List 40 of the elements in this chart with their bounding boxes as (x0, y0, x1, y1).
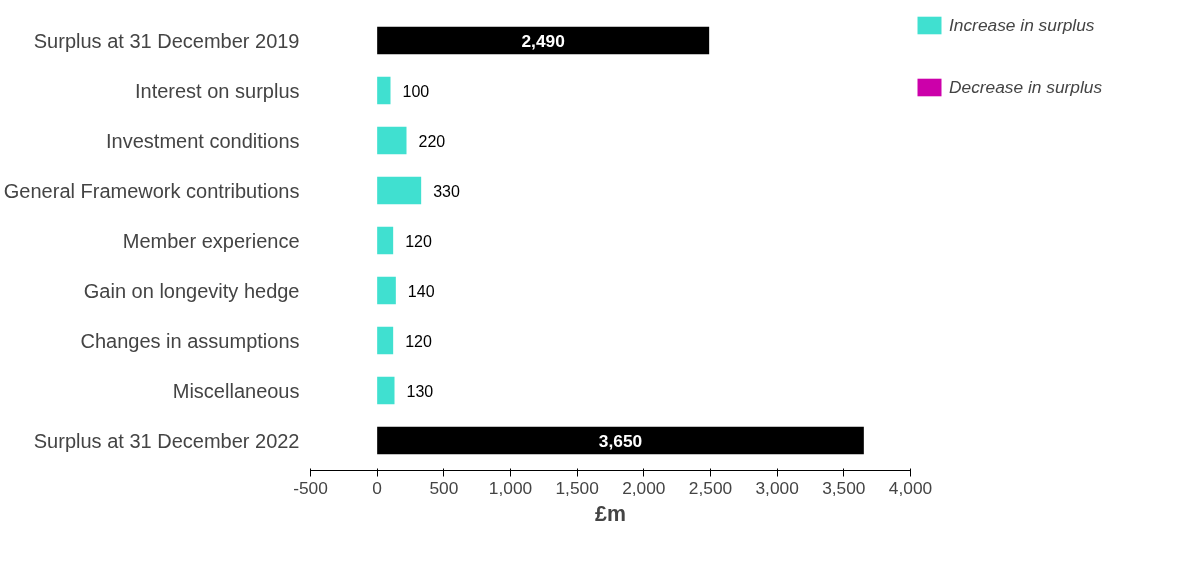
y-tick-label: Investment conditions (106, 129, 300, 152)
x-tick-label: 500 (429, 477, 459, 498)
x-tick-label: 1,000 (488, 477, 533, 498)
bar (377, 276, 396, 305)
bar (377, 376, 395, 405)
x-tick-label: 3,500 (822, 477, 866, 498)
x-tick-label: -500 (293, 477, 328, 498)
x-tick-label: 4,000 (888, 477, 933, 498)
data-label: 100 (402, 82, 430, 100)
bar (377, 226, 394, 255)
data-label: 130 (406, 382, 434, 400)
x-axis-title: £m (595, 501, 626, 526)
y-tick-label: Member experience (122, 229, 300, 252)
y-tick-label: Surplus at 31 December 2022 (33, 429, 300, 452)
x-tick-label: 2,000 (622, 477, 666, 498)
legend-label: Increase in surplus (949, 14, 1095, 36)
x-tick-label: 3,000 (755, 477, 799, 498)
bar (377, 126, 407, 155)
data-label: 220 (418, 132, 446, 150)
legend-label: Decrease in surplus (949, 76, 1103, 98)
data-label: 120 (405, 232, 432, 250)
y-tick-label: General Framework contributions (3, 179, 300, 202)
data-label: 140 (407, 282, 435, 300)
y-tick-label: Surplus at 31 December 2019 (33, 29, 300, 52)
x-tick-label: 1,500 (555, 477, 599, 498)
y-tick-label: Miscellaneous (172, 379, 300, 402)
x-tick-label: 0 (372, 477, 382, 498)
bar (377, 26, 710, 55)
data-label: 2,490 (521, 30, 565, 51)
bar (377, 426, 864, 455)
y-tick-label: Gain on longevity hedge (83, 279, 300, 302)
data-label: 120 (405, 332, 432, 350)
bar (377, 76, 391, 105)
bar (377, 326, 394, 355)
bar (377, 176, 422, 205)
data-label: 330 (433, 182, 460, 200)
x-tick-label: 2,500 (688, 477, 733, 498)
data-label: 3,650 (598, 430, 643, 451)
y-tick-label: Interest on surplus (134, 79, 300, 102)
y-tick-label: Changes in assumptions (80, 329, 300, 352)
